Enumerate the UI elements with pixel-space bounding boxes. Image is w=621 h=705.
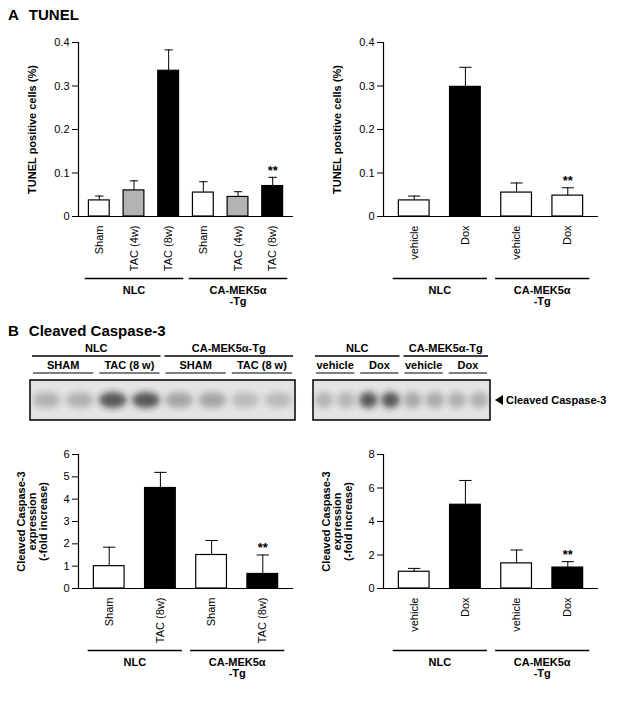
svg-text:8: 8 <box>368 448 374 460</box>
svg-text:vehicle: vehicle <box>408 598 420 632</box>
svg-text:0.1: 0.1 <box>359 167 374 179</box>
svg-text:0.4: 0.4 <box>359 36 374 48</box>
html-text:Cleaved Caspase-3: Cleaved Caspase-3 <box>28 322 166 339</box>
svg-text:TAC (8 w): TAC (8 w) <box>104 359 154 371</box>
svg-text:Sham: Sham <box>103 598 115 627</box>
svg-text:vehicle: vehicle <box>510 226 522 260</box>
svg-text:Cleaved Caspase-3: Cleaved Caspase-3 <box>506 394 606 406</box>
svg-text:vehicle: vehicle <box>316 359 353 371</box>
svg-text:CA-MEK5α-Tg: CA-MEK5α-Tg <box>409 342 483 354</box>
svg-text:5: 5 <box>63 470 69 482</box>
svg-text:TAC (8w): TAC (8w) <box>154 598 166 644</box>
html-text:TUNEL: TUNEL <box>28 6 79 23</box>
svg-text:SHAM: SHAM <box>179 359 211 371</box>
svg-text:0.2: 0.2 <box>359 123 374 135</box>
svg-text:Dox: Dox <box>459 597 471 617</box>
svg-text:CA-MEK5α-Tg: CA-MEK5α-Tg <box>192 342 266 354</box>
svg-text:NLC: NLC <box>346 342 369 354</box>
svg-text:0.3: 0.3 <box>54 80 69 92</box>
svg-text:4: 4 <box>368 515 374 527</box>
svg-text:Sham: Sham <box>205 598 217 627</box>
svg-text:NLC: NLC <box>123 284 146 296</box>
svg-text:TAC (4w): TAC (4w) <box>232 226 244 272</box>
svg-text:Dox: Dox <box>457 359 479 371</box>
svg-text:CA-MEK5α-Tg: CA-MEK5α-Tg <box>514 284 571 307</box>
svg-text:Sham: Sham <box>93 226 105 255</box>
svg-text:Dox: Dox <box>561 225 573 245</box>
svg-text:0.4: 0.4 <box>54 36 69 48</box>
svg-text:TAC (4w): TAC (4w) <box>128 226 140 272</box>
svg-text:6: 6 <box>368 482 374 494</box>
svg-text:0: 0 <box>63 210 69 222</box>
svg-text:Cleaved Caspase-3expression(-f: Cleaved Caspase-3expression(-fold increa… <box>15 471 49 571</box>
svg-text:Cleaved Caspase-3expression(-f: Cleaved Caspase-3expression(-fold increa… <box>320 471 354 571</box>
svg-text:TAC (8 w): TAC (8 w) <box>237 359 287 371</box>
svg-text:vehicle: vehicle <box>510 598 522 632</box>
svg-text:CA-MEK5α-Tg: CA-MEK5α-Tg <box>514 656 571 679</box>
svg-text:SHAM: SHAM <box>47 359 79 371</box>
svg-text:TUNEL positive cells (%): TUNEL positive cells (%) <box>26 65 38 194</box>
svg-text:4: 4 <box>63 493 69 505</box>
svg-text:TAC (8w): TAC (8w) <box>162 226 174 272</box>
html-text:A: A <box>8 6 19 23</box>
svg-text:**: ** <box>258 540 269 555</box>
svg-text:0: 0 <box>63 582 69 594</box>
svg-text:vehicle: vehicle <box>405 359 442 371</box>
svg-text:1: 1 <box>63 560 69 572</box>
svg-text:2: 2 <box>63 537 69 549</box>
html-text:B: B <box>8 322 19 339</box>
svg-text:NLC: NLC <box>85 342 108 354</box>
svg-text:Dox: Dox <box>459 225 471 245</box>
svg-text:CA-MEK5α-Tg: CA-MEK5α-Tg <box>209 656 266 679</box>
svg-text:TAC (8w): TAC (8w) <box>256 598 268 644</box>
svg-text:TUNEL positive cells (%): TUNEL positive cells (%) <box>331 65 343 194</box>
svg-text:NLC: NLC <box>429 284 452 296</box>
svg-text:Sham: Sham <box>197 226 209 255</box>
svg-text:3: 3 <box>63 515 69 527</box>
svg-text:0.2: 0.2 <box>54 123 69 135</box>
svg-text:0: 0 <box>368 582 374 594</box>
svg-text:**: ** <box>268 163 279 178</box>
svg-text:Dox: Dox <box>369 359 391 371</box>
svg-text:Dox: Dox <box>561 597 573 617</box>
svg-text:0.1: 0.1 <box>54 167 69 179</box>
svg-text:**: ** <box>563 547 574 562</box>
svg-text:CA-MEK5α-Tg: CA-MEK5α-Tg <box>210 284 267 307</box>
svg-text:NLC: NLC <box>429 656 452 668</box>
svg-text:0.3: 0.3 <box>359 80 374 92</box>
svg-text:2: 2 <box>368 549 374 561</box>
svg-text:**: ** <box>563 173 574 188</box>
svg-text:0: 0 <box>368 210 374 222</box>
svg-text:TAC (8w): TAC (8w) <box>266 226 278 272</box>
svg-text:6: 6 <box>63 448 69 460</box>
svg-text:NLC: NLC <box>124 656 147 668</box>
svg-text:vehicle: vehicle <box>408 226 420 260</box>
